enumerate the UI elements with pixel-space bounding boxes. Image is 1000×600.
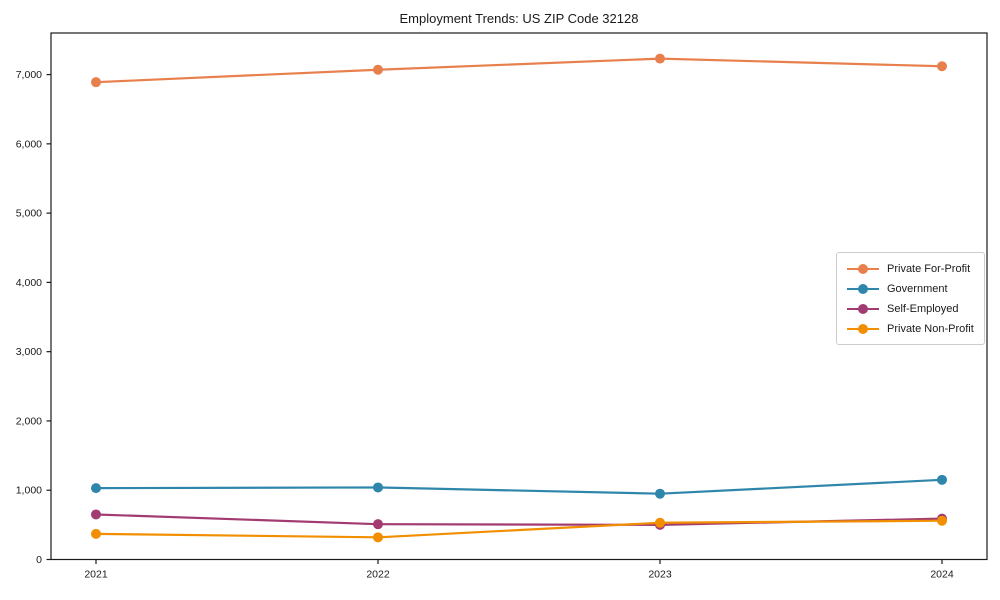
data-point: [937, 61, 947, 72]
x-tick-label: 2024: [930, 569, 954, 581]
y-tick-label: 0: [36, 554, 42, 566]
legend-marker-icon: [847, 263, 879, 275]
data-point: [655, 517, 665, 528]
y-tick-label: 6,000: [16, 138, 42, 150]
series-line: [95, 513, 943, 526]
legend-label: Government: [887, 282, 948, 295]
data-point: [373, 64, 383, 75]
legend-marker-icon: [847, 303, 879, 315]
legend-item-private-for-profit: Private For-Profit: [847, 262, 976, 275]
data-point: [655, 488, 665, 499]
data-point: [91, 528, 101, 539]
legend-label: Private Non-Profit: [887, 322, 974, 335]
legend-marker-icon: [847, 323, 879, 335]
series-line: [95, 478, 943, 495]
series-self-employed: [91, 509, 947, 530]
y-tick-label: 4,000: [16, 277, 42, 289]
plot-frame: [50, 32, 988, 561]
data-point: [91, 483, 101, 494]
y-tick-label: 1,000: [16, 485, 42, 497]
x-tick-label: 2023: [648, 569, 672, 581]
legend-item-government: Government: [847, 282, 976, 295]
data-point: [937, 474, 947, 485]
data-point: [373, 482, 383, 493]
legend-item-self-employed: Self-Employed: [847, 302, 976, 315]
data-point: [91, 509, 101, 520]
series-private-non-profit: [91, 515, 947, 543]
x-tick-label: 2022: [366, 569, 390, 581]
y-tick-label: 2,000: [16, 415, 42, 427]
chart-title: Employment Trends: US ZIP Code 32128: [399, 11, 639, 26]
data-point: [373, 519, 383, 530]
legend-label: Self-Employed: [887, 302, 959, 315]
y-tick-label: 5,000: [16, 208, 42, 220]
data-point: [655, 53, 665, 64]
x-tick-label: 2021: [84, 569, 108, 581]
legend: Private For-Profit Government Self-Employe…: [836, 252, 985, 345]
legend-item-private-non-profit: Private Non-Profit: [847, 322, 976, 335]
data-point: [373, 532, 383, 543]
data-point: [937, 515, 947, 526]
y-tick-label: 7,000: [16, 69, 42, 81]
y-axis: 0 1,000 2,000 3,000 4,000 5,000 6,000 7,000: [16, 69, 51, 566]
x-axis: 2021 2022 2023 2024: [84, 559, 954, 581]
data-point: [91, 77, 101, 88]
series-line: [95, 57, 943, 84]
y-tick-label: 3,000: [16, 346, 42, 358]
series-line: [95, 519, 943, 539]
legend-marker-icon: [847, 283, 879, 295]
series-private-for-profit: [91, 53, 947, 88]
legend-label: Private For-Profit: [887, 262, 971, 275]
series-government: [91, 474, 947, 499]
